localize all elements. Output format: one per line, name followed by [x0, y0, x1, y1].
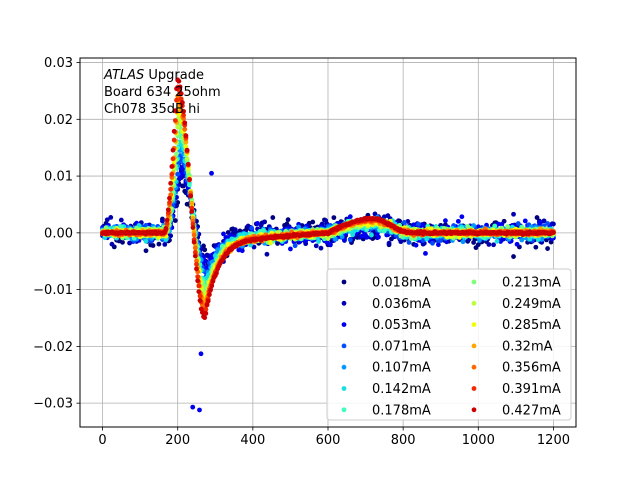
data-point: [523, 218, 528, 223]
data-point: [168, 187, 173, 192]
data-point: [262, 219, 267, 224]
data-point: [348, 238, 353, 243]
data-point: [119, 218, 124, 223]
data-point: [319, 246, 324, 251]
data-point: [430, 241, 435, 246]
data-point: [538, 220, 543, 225]
data-point: [193, 245, 198, 250]
data-point: [511, 212, 516, 217]
data-point: [411, 222, 416, 227]
data-point: [516, 221, 521, 226]
data-point: [495, 239, 500, 244]
data-point: [169, 172, 174, 177]
data-point: [436, 242, 441, 247]
data-point: [387, 241, 392, 246]
data-point: [456, 219, 461, 224]
data-point: [175, 172, 180, 177]
data-point: [160, 219, 165, 224]
data-point: [421, 223, 426, 228]
data-point: [348, 214, 353, 219]
data-point: [151, 243, 156, 248]
data-point: [185, 156, 190, 161]
data-point: [316, 239, 321, 244]
data-point: [515, 242, 520, 247]
data-point: [144, 239, 149, 244]
data-point: [505, 224, 510, 229]
data-point: [192, 232, 197, 237]
data-point: [240, 248, 245, 253]
data-point: [249, 226, 254, 231]
data-point: [376, 235, 381, 240]
data-point: [286, 217, 291, 222]
data-point: [402, 220, 407, 225]
data-point: [293, 243, 298, 248]
data-point: [443, 218, 448, 223]
data-point: [486, 242, 491, 247]
data-point: [173, 218, 178, 223]
data-point: [328, 242, 333, 247]
data-point: [416, 222, 421, 227]
data-point: [189, 201, 194, 206]
data-point: [414, 243, 419, 248]
data-point: [314, 243, 319, 248]
data-point: [364, 235, 369, 240]
data-point: [196, 283, 201, 288]
data-point: [162, 242, 167, 247]
data-point: [511, 254, 516, 259]
data-point: [144, 248, 149, 253]
data-point: [195, 274, 200, 279]
data-point: [187, 183, 192, 188]
data-point: [182, 127, 187, 132]
data-point: [423, 251, 428, 256]
data-point: [545, 221, 550, 226]
data-point: [331, 215, 336, 220]
data-point: [233, 227, 238, 232]
data-point: [369, 233, 374, 238]
data-point: [173, 118, 178, 123]
data-point: [545, 246, 550, 251]
data-point: [270, 215, 275, 220]
data-point: [310, 220, 315, 225]
data-point: [265, 252, 270, 257]
data-point: [167, 200, 172, 205]
data-point: [194, 262, 199, 267]
data-point: [533, 245, 538, 250]
data-point: [120, 240, 125, 245]
data-point: [175, 125, 180, 130]
data-point: [459, 214, 464, 219]
data-point: [108, 215, 113, 220]
data-point: [255, 221, 260, 226]
data-point: [288, 247, 293, 252]
data-point: [172, 138, 177, 143]
data-point: [171, 156, 176, 161]
data-point: [157, 242, 162, 247]
data-point: [491, 242, 496, 247]
data-point: [198, 294, 203, 299]
data-point: [110, 242, 115, 247]
data-point: [461, 239, 466, 244]
